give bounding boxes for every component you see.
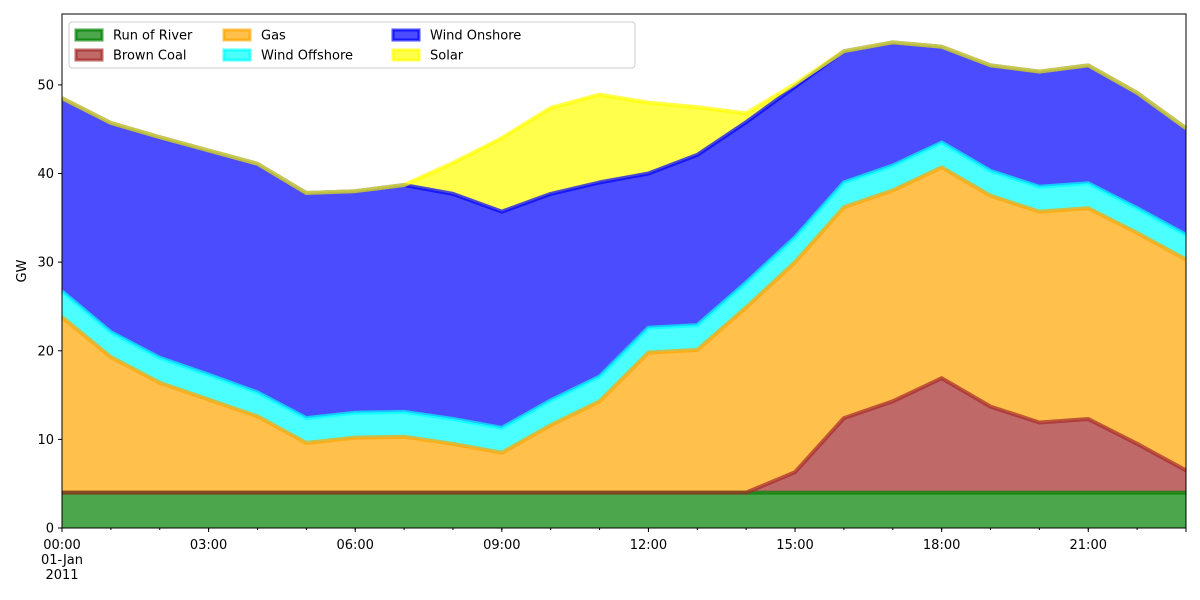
x-tick-label: 12:00 [630,538,667,553]
area-wind-onshore [62,42,1186,428]
legend-label: Wind Onshore [430,29,521,44]
area-top-line-solar [61,40,1188,195]
y-tick-label: 40 [37,167,54,182]
x-tick-label: 15:00 [776,538,813,553]
x-tick-label: 03:00 [190,538,227,553]
legend-box [68,21,636,69]
area-top-line-wind-offshore [60,140,1187,430]
legend-swatch [391,48,421,62]
x-tick-label: 21:00 [1070,538,1107,553]
area-top-line-gas [60,165,1187,455]
y-tick-label: 30 [37,256,54,271]
area-brown-coal [62,378,1186,493]
area-gas [62,167,1186,493]
area-solar [62,42,1186,212]
area-run-of-river [62,492,1186,528]
legend-label: Solar [430,49,464,64]
x-tick-label: 01-Jan [41,553,83,568]
area-top-line-brown-coal [62,376,1187,495]
plot-frame [61,13,1187,529]
x-tick-label: 06:00 [336,538,373,553]
y-tick-label: 50 [37,78,54,93]
legend-label: Brown Coal [113,49,187,64]
legend-label: Run of River [113,29,193,44]
legend-swatch [74,28,104,42]
legend-label: Gas [261,29,286,44]
legend-swatch [391,28,421,42]
x-tick-label: 00:00 [43,538,80,553]
legend-swatch [222,48,252,62]
y-axis: 0 10 20 30 40 50 [37,78,62,537]
legend-swatch [74,48,104,62]
y-axis-label: GW [15,259,30,282]
legend: Run of River Brown Coal Gas Wind Offshore Wi… [68,21,636,69]
area-layer [62,42,1186,528]
x-tick-label: 2011 [45,568,78,583]
legend-swatch [222,28,252,42]
x-tick-label: 18:00 [923,538,960,553]
legend-label: Wind Offshore [261,49,353,64]
x-tick-label: 09:00 [483,538,520,553]
outline-layer [60,40,1188,495]
y-tick-label: 0 [46,522,54,537]
y-tick-label: 20 [37,344,54,359]
y-tick-label: 10 [37,433,54,448]
